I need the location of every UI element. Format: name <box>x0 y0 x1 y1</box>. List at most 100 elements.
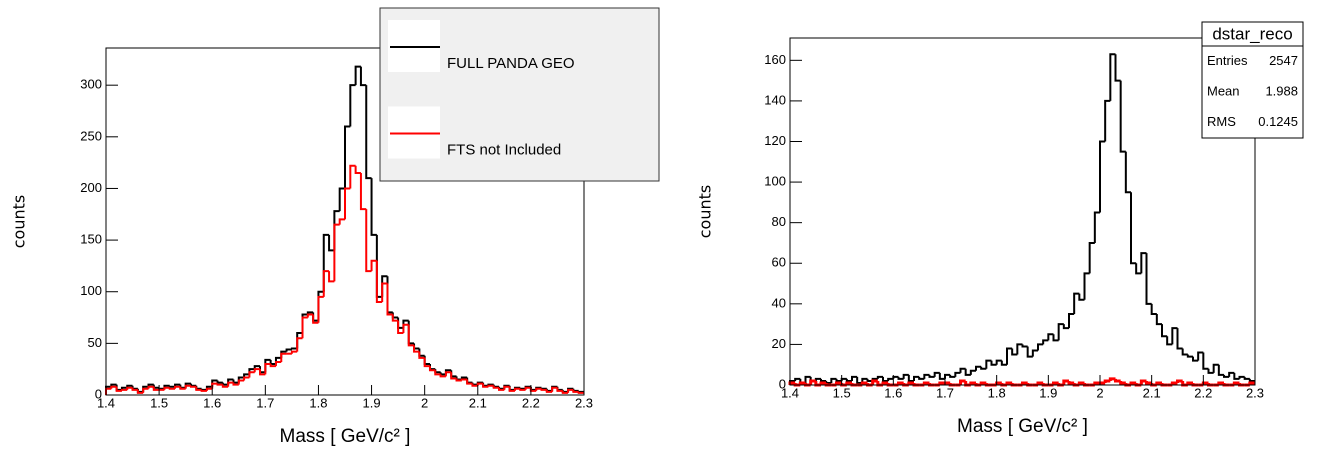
histogram-bin <box>344 125 351 189</box>
histogram-bin <box>142 387 149 393</box>
histogram-bin <box>902 373 909 379</box>
histogram-bin <box>460 378 468 381</box>
histogram-bin <box>835 378 842 382</box>
histogram-bin <box>540 387 547 390</box>
histogram-bin <box>980 366 987 370</box>
histogram-bin <box>354 165 361 174</box>
histogram-bin <box>1119 80 1126 153</box>
histogram-bin <box>938 372 945 380</box>
histogram-bin <box>423 357 430 368</box>
histogram-bin <box>147 385 154 389</box>
histogram-bin <box>1202 352 1209 370</box>
histogram-bin <box>428 366 436 372</box>
histogram-bin <box>259 369 266 376</box>
y-tick-label: 200 <box>80 180 102 195</box>
histogram-bin <box>290 347 298 350</box>
histogram-bin <box>243 373 250 378</box>
x-axis-title: Mass [ GeV/c² ] <box>957 416 1088 437</box>
histogram-bin <box>959 379 966 385</box>
histogram-bin <box>1000 360 1007 366</box>
histogram-bin <box>798 381 806 385</box>
histogram-bin <box>1068 312 1075 329</box>
histogram-bin <box>253 368 261 373</box>
x-tick-label: 1.6 <box>203 395 221 410</box>
histogram-bin <box>882 376 889 382</box>
histogram-bin <box>232 382 239 386</box>
histogram-bin <box>349 84 356 127</box>
histogram-bin <box>370 259 377 272</box>
histogram-bin <box>979 381 987 385</box>
histogram-bin <box>1021 381 1028 385</box>
histogram-bin <box>1021 344 1028 348</box>
histogram-bin <box>913 375 920 381</box>
y-axis-title: counts <box>696 185 715 238</box>
histogram-bin <box>928 374 935 378</box>
histogram-bin <box>809 379 816 385</box>
stats-value: 0.1245 <box>1258 114 1298 129</box>
histogram-bin <box>1232 381 1240 385</box>
histogram-bin <box>830 377 837 383</box>
x-tick-label: 2 <box>1096 385 1103 400</box>
histogram-bin <box>881 381 889 385</box>
histogram-bin <box>1145 253 1152 305</box>
histogram-bin <box>851 375 858 381</box>
histogram-bin <box>1109 53 1116 101</box>
histogram-bin <box>455 378 462 382</box>
histogram-bin <box>545 389 553 393</box>
histogram-bin <box>402 323 409 334</box>
histogram-bin <box>1176 328 1183 350</box>
stats-label: RMS <box>1207 114 1236 129</box>
histogram-bin <box>1166 336 1173 346</box>
histogram-bin <box>195 386 202 391</box>
histogram-bin <box>274 360 282 367</box>
histogram-bin <box>524 386 531 390</box>
histogram-bin <box>386 283 393 316</box>
histogram-series <box>788 377 1255 387</box>
histogram-bin <box>1057 323 1064 341</box>
y-tick-label: 60 <box>772 255 786 270</box>
histogram-bin <box>567 388 574 393</box>
x-tick-label: 1.5 <box>833 385 851 400</box>
histogram-bin <box>248 371 255 378</box>
histogram-bin <box>949 374 956 378</box>
histogram-bin <box>1104 99 1111 142</box>
histogram-bin <box>1099 140 1106 213</box>
legend-label: FULL PANDA GEO <box>447 55 575 72</box>
histogram-bin <box>184 384 191 389</box>
histogram-bin <box>577 390 584 393</box>
histogram-bin <box>1114 54 1121 82</box>
histogram-bin <box>969 381 976 385</box>
histogram-bin <box>280 352 287 362</box>
histogram-bin <box>1011 348 1018 356</box>
histogram-bin <box>349 164 356 189</box>
histogram-bin <box>503 385 510 390</box>
histogram-bin <box>876 375 883 379</box>
histogram-bin <box>126 386 133 390</box>
histogram-bin <box>1036 381 1044 385</box>
histogram-bin <box>264 363 271 375</box>
histogram-bin <box>365 85 372 180</box>
histogram-bin <box>820 378 827 382</box>
histogram-bin <box>856 376 863 384</box>
x-tick-label: 1.8 <box>309 395 327 410</box>
x-tick-label: 2.1 <box>469 395 487 410</box>
x-tick-label: 1.8 <box>988 385 1006 400</box>
histogram-bin <box>216 383 223 386</box>
histogram-bin <box>365 209 372 273</box>
histogram-bin <box>200 389 207 392</box>
histogram-bin <box>487 384 494 387</box>
histogram-bin <box>221 384 229 388</box>
histogram-bin <box>317 295 324 323</box>
histogram-bin <box>519 388 526 391</box>
histogram-bin <box>110 385 117 389</box>
histogram-bin <box>959 367 966 373</box>
histogram-bin <box>1212 363 1219 373</box>
histogram-bin <box>1170 381 1178 385</box>
histogram-bin <box>990 360 997 366</box>
histogram-bin <box>1016 343 1023 355</box>
histogram-bin <box>540 388 547 391</box>
histogram-bin <box>498 387 505 391</box>
histogram-bin <box>115 386 122 392</box>
histogram-bin <box>923 373 930 379</box>
histogram-bin <box>1171 327 1178 345</box>
